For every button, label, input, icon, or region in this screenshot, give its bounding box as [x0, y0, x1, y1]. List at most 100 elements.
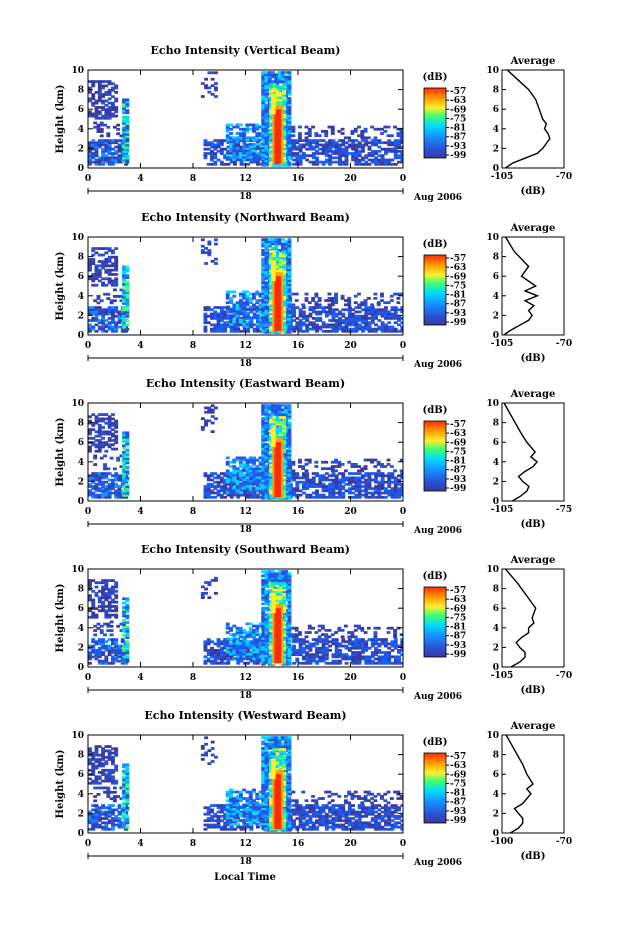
x-tick-label: 20: [344, 174, 357, 184]
day-marker-label: 18: [239, 192, 252, 202]
profile-line: [504, 568, 537, 668]
profile-title: Average: [510, 223, 556, 234]
x-tick-label: 0: [85, 839, 91, 849]
x-tick-label: 8: [190, 839, 196, 849]
y-tick-label: 6: [78, 105, 84, 115]
profile-y-tick-label: 2: [493, 477, 499, 487]
colorbar-tick-label: -75: [450, 114, 466, 124]
profile-y-tick-label: 4: [493, 458, 499, 468]
y-tick-label: 0: [78, 497, 84, 507]
y-tick-label: 10: [71, 731, 84, 741]
colorbar-tick-label: -81: [450, 789, 466, 799]
colorbar-unit: (dB): [423, 737, 448, 748]
echo-heatmap: [88, 404, 403, 500]
colorbar-tick-label: -57: [450, 752, 466, 762]
x-tick-label: 12: [239, 673, 252, 683]
x-tick-label: 0: [85, 507, 91, 517]
profile-y-tick-label: 4: [493, 790, 499, 800]
colorbar-tick-label: -69: [450, 438, 466, 448]
colorbar-tick-label: -81: [450, 623, 466, 633]
panel-title: Echo Intensity (Southward Beam): [141, 543, 350, 556]
x-tick-label: 4: [137, 174, 143, 184]
y-tick-label: 6: [78, 438, 84, 448]
y-tick-label: 8: [78, 585, 84, 595]
y-tick-label: 10: [71, 66, 84, 76]
profile-line: [505, 734, 534, 834]
y-tick-label: 10: [71, 399, 84, 409]
panel-4: Echo Intensity (Westward Beam) 0 2 4 6 8 10 0 4 8…: [55, 709, 572, 868]
colorbar-tick-label: -69: [450, 272, 466, 282]
profile-frame: [501, 236, 565, 336]
profile-y-tick-label: 2: [493, 144, 499, 154]
date-label: Aug 2006: [413, 858, 462, 868]
profile-line: [503, 236, 540, 336]
profile-y-tick-label: 10: [486, 66, 499, 76]
x-tick-label: 4: [137, 507, 143, 517]
day-marker-label: 18: [239, 525, 252, 535]
profile-x-tick-label: -70: [556, 671, 572, 681]
profile-y-tick-label: 10: [486, 233, 499, 243]
profile-y-tick-label: 2: [493, 311, 499, 321]
colorbar-tick-label: -93: [450, 309, 466, 319]
y-tick-label: 4: [78, 125, 84, 135]
y-tick-label: 6: [78, 604, 84, 614]
y-tick-label: 0: [78, 331, 84, 341]
y-tick-label: 2: [78, 477, 84, 487]
profile-y-tick-label: 0: [493, 497, 499, 507]
echo-heatmap: [88, 71, 403, 167]
colorbar-tick-label: -63: [450, 263, 466, 273]
colorbar-tick-label: -57: [450, 420, 466, 430]
x-tick-label: 12: [239, 507, 252, 517]
y-tick-label: 4: [78, 292, 84, 302]
colorbar-tick-label: -75: [450, 779, 466, 789]
colorbar-tick-label: -87: [450, 466, 466, 476]
profile-x-tick-label: -70: [556, 339, 572, 349]
profile-y-tick-label: 0: [493, 331, 499, 341]
y-tick-label: 2: [78, 643, 84, 653]
profile-x-tick-label: -70: [556, 172, 572, 182]
panel-title: Echo Intensity (Eastward Beam): [146, 377, 345, 390]
y-axis-label: Height (km): [55, 252, 66, 321]
profile-x-tick-label: -75: [556, 505, 572, 515]
profile-y-tick-label: 6: [493, 604, 499, 614]
profile-y-tick-label: 2: [493, 809, 499, 819]
colorbar-tick-label: -87: [450, 300, 466, 310]
y-tick-label: 10: [71, 233, 84, 243]
profile-y-tick-label: 10: [486, 731, 499, 741]
profile-y-tick-label: 10: [486, 565, 499, 575]
colorbar-tick-label: -75: [450, 281, 466, 291]
colorbar: [423, 420, 447, 492]
panel-title: Echo Intensity (Westward Beam): [144, 709, 346, 722]
colorbar: [423, 752, 447, 824]
y-tick-label: 8: [78, 86, 84, 96]
y-tick-label: 4: [78, 624, 84, 634]
profile-y-tick-label: 8: [493, 419, 499, 429]
y-axis-label: Height (km): [55, 85, 66, 154]
x-tick-label: 20: [344, 507, 357, 517]
profile-frame: [501, 734, 565, 834]
y-tick-label: 2: [78, 809, 84, 819]
profile-y-tick-label: 6: [493, 105, 499, 115]
y-tick-label: 0: [78, 663, 84, 673]
x-tick-label: 16: [292, 839, 305, 849]
x-tick-label: 8: [190, 174, 196, 184]
y-axis-label: Height (km): [55, 750, 66, 819]
colorbar: [423, 586, 447, 658]
panel-0: Echo Intensity (Vertical Beam) 0 2 4 6 8 10 0 4 8…: [55, 44, 572, 203]
colorbar-unit: (dB): [423, 405, 448, 416]
colorbar-tick-label: -87: [450, 632, 466, 642]
x-tick-label: 8: [190, 341, 196, 351]
y-tick-label: 6: [78, 272, 84, 282]
profile-frame: [501, 568, 565, 668]
colorbar-tick-label: -99: [450, 816, 466, 826]
profile-x-label: (dB): [521, 685, 546, 696]
x-tick-label: 0: [400, 341, 406, 351]
x-tick-label: 8: [190, 507, 196, 517]
x-tick-label: 0: [400, 507, 406, 517]
x-tick-label: 16: [292, 341, 305, 351]
profile-y-tick-label: 2: [493, 643, 499, 653]
x-tick-label: 0: [85, 174, 91, 184]
colorbar-tick-label: -87: [450, 798, 466, 808]
colorbar-tick-label: -81: [450, 124, 466, 134]
y-tick-label: 0: [78, 829, 84, 839]
